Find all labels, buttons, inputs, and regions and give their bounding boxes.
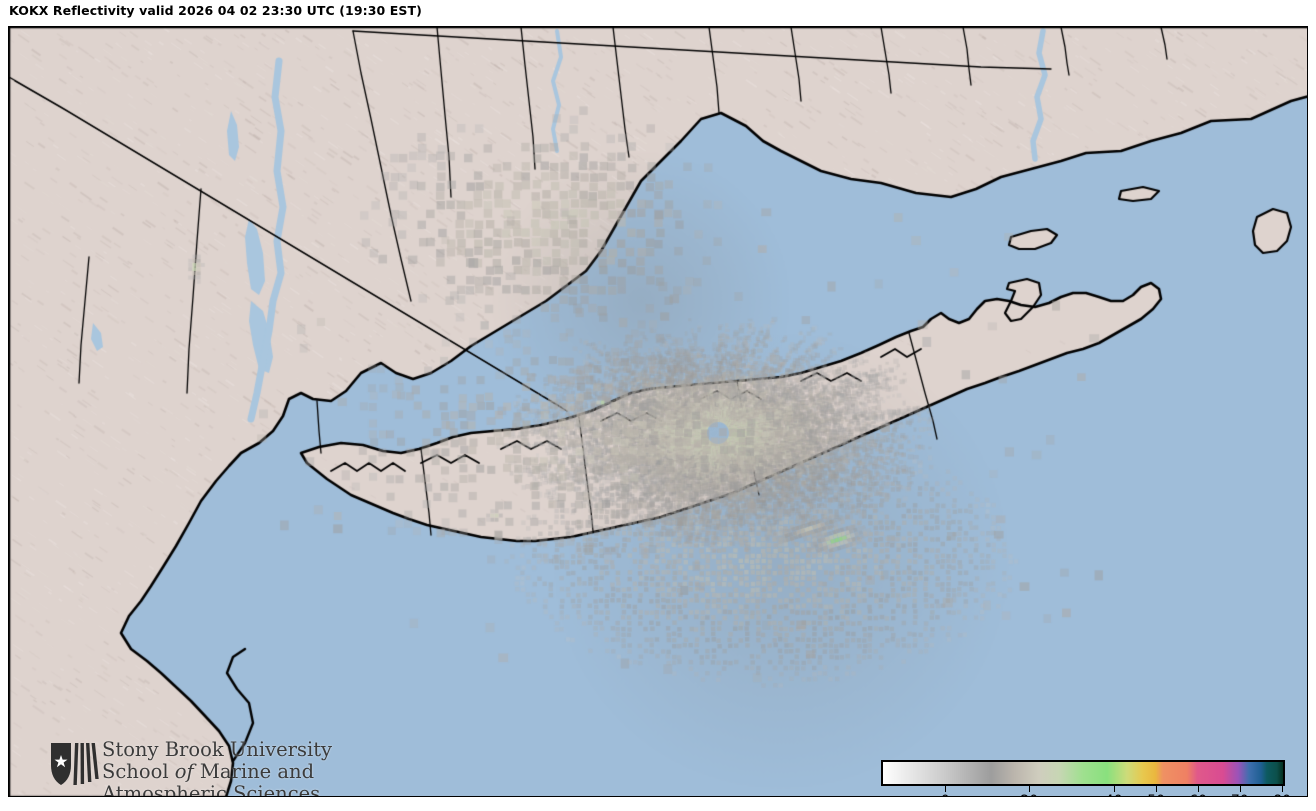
colorbar-tick — [1029, 786, 1031, 792]
colorbar-tick-label: 40 — [1105, 793, 1123, 796]
radar-map-canvas[interactable] — [9, 27, 1307, 796]
colorbar-tick — [1239, 786, 1241, 792]
colorbar-tick — [1198, 786, 1200, 792]
colorbar-tick-label: 60 — [1189, 793, 1207, 796]
colorbar-gradient — [883, 762, 1283, 784]
colorbar-tick — [945, 786, 947, 792]
logo-line-1: Stony Brook University — [102, 738, 333, 761]
logo-text: Stony Brook University School of Marine … — [102, 739, 332, 797]
logo-line-3: Atmospheric Sciences — [102, 782, 321, 797]
page-title: KOKX Reflectivity valid 2026 04 02 23:30… — [9, 3, 422, 18]
colorbar-tick-label: 80 — [1273, 793, 1291, 796]
logo-line-2: School of Marine and — [102, 760, 315, 783]
colorbar-tick — [1113, 786, 1115, 792]
colorbar-tick-label: 0 — [941, 793, 950, 796]
colorbar-tick-label: 50 — [1147, 793, 1165, 796]
colorbar-tick-label: 20 — [1020, 793, 1038, 796]
colorbar-tick-label: 70 — [1231, 793, 1249, 796]
colorbar-tick — [1282, 786, 1284, 792]
stony-brook-logo: Stony Brook University School of Marine … — [49, 739, 349, 797]
colorbar-tick — [1156, 786, 1158, 792]
shield-star-icon — [51, 743, 99, 785]
colorbar[interactable] — [881, 760, 1285, 786]
map-panel[interactable]: Stony Brook University School of Marine … — [8, 26, 1308, 797]
